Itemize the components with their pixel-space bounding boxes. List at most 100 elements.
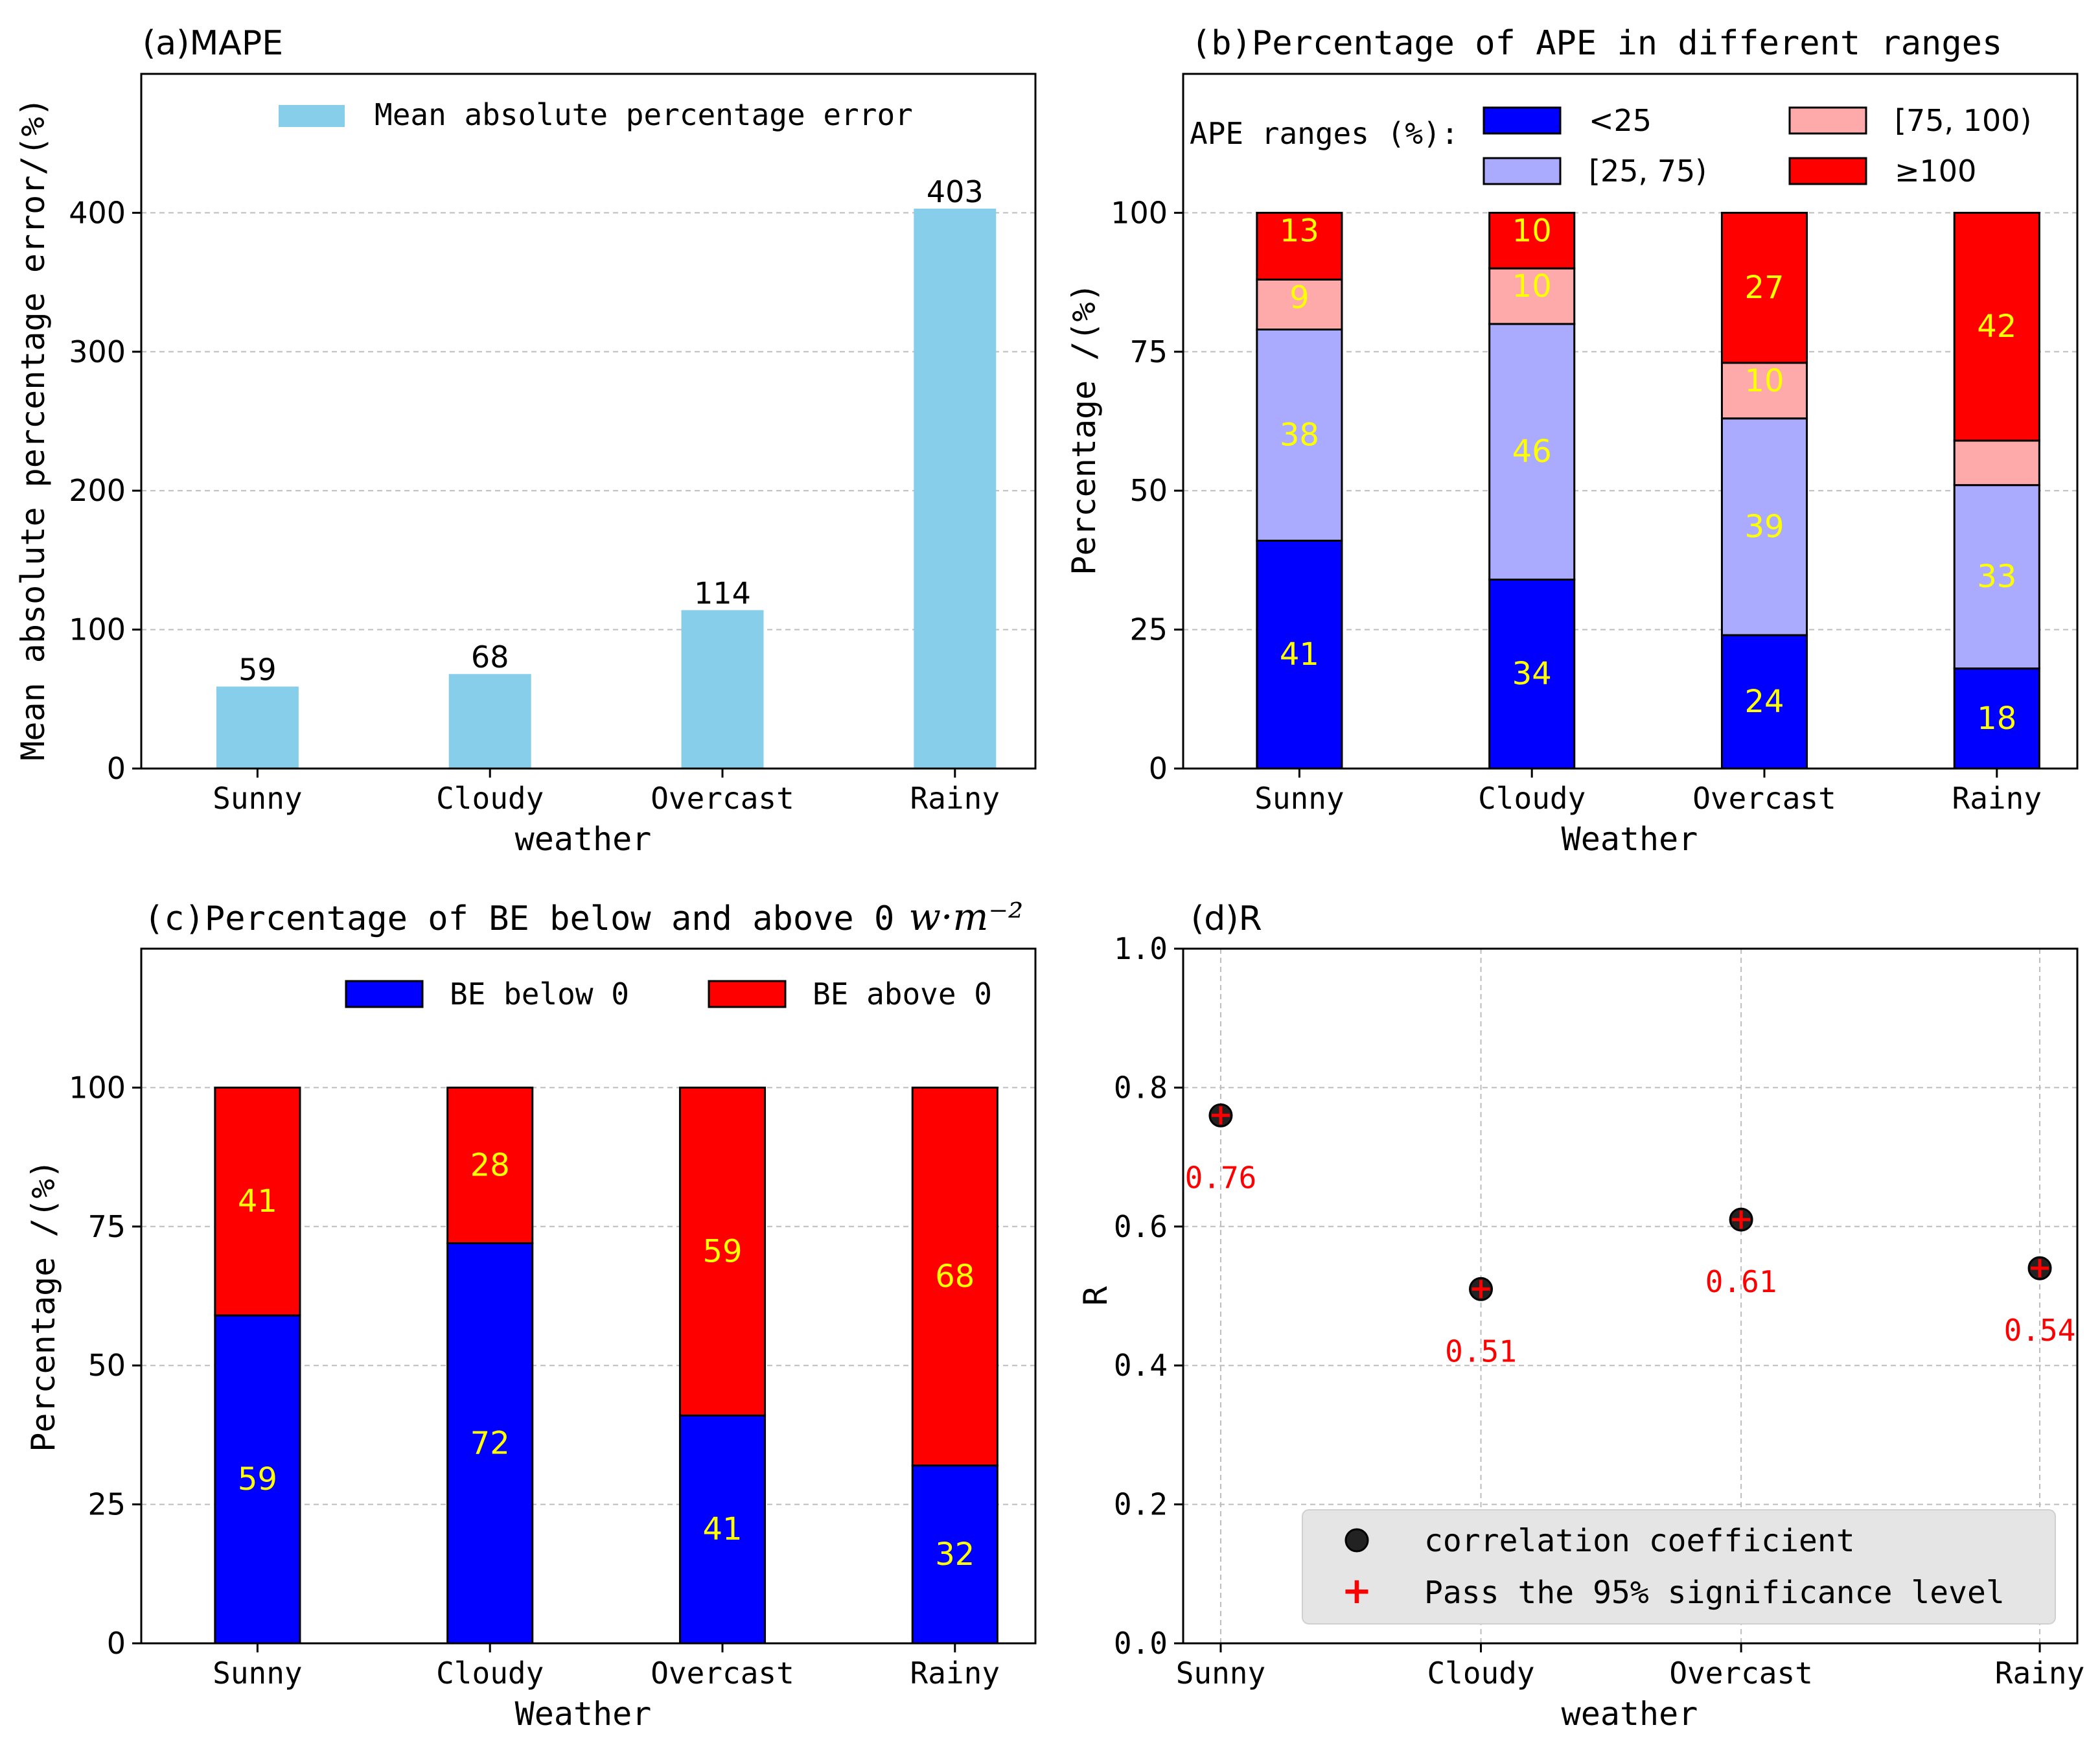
b-legend-swatch-25-75 xyxy=(1483,157,1562,185)
a-y-tick-label: 300 xyxy=(69,334,126,369)
b-bar-segment xyxy=(1488,211,1576,270)
d-point-value-label: 0.76 xyxy=(1185,1160,1257,1195)
a-y-axis-label: Mean absolute percentage error/(%) xyxy=(14,97,52,761)
c-x-tick-label: Sunny xyxy=(213,1656,302,1691)
c-legend-swatch-below xyxy=(345,980,424,1008)
b-x-tick-label: Overcast xyxy=(1692,781,1836,816)
c-legend-label-above: BE above 0 xyxy=(813,977,992,1012)
b-segment-value-label: 42 xyxy=(1977,308,2016,345)
c-segment-value-label: 68 xyxy=(935,1258,975,1295)
a-bars xyxy=(216,208,997,769)
a-bar-value-label: 59 xyxy=(238,653,277,688)
d-y-tick-label: 0.6 xyxy=(1114,1209,1168,1244)
c-bar-segment xyxy=(446,1086,534,1245)
b-x-tick-label: Rainy xyxy=(1952,781,2042,816)
b-segment-value-label: 10 xyxy=(1744,363,1784,399)
d-y-tick-label: 0.2 xyxy=(1114,1487,1168,1522)
a-y-tick-label: 200 xyxy=(69,473,126,508)
b-y-tick-label: 0 xyxy=(1149,751,1168,786)
c-title-text: (c)Percentage of BE below and above 0 xyxy=(144,899,894,938)
d-x-tick-label: Sunny xyxy=(1176,1656,1265,1691)
d-y-axis-label: R xyxy=(1077,1286,1114,1306)
d-y-tick-label: 1.0 xyxy=(1114,931,1168,966)
a-title: (a)MAPE xyxy=(143,24,283,63)
a-x-tick-label: Sunny xyxy=(213,781,302,816)
c-y-tick-label: 25 xyxy=(87,1487,126,1522)
b-segment-value-label: 24 xyxy=(1744,684,1784,720)
b-bar-segment xyxy=(1720,417,1808,636)
b-legend-title: APE ranges (%): xyxy=(1190,116,1459,151)
a-data-labels: 59 68 114 403 xyxy=(238,174,984,688)
c-segment-value-label: 59 xyxy=(238,1461,277,1498)
d-legend-label-correlation: correlation coefficient xyxy=(1424,1523,1855,1559)
c-y-tick-label: 50 xyxy=(87,1348,126,1383)
b-segment-value-label: 38 xyxy=(1280,417,1319,453)
a-y-ticks: 0 100 200 300 400 xyxy=(69,195,141,786)
c-bar-segment xyxy=(446,1242,534,1645)
c-segment-value-label: 59 xyxy=(702,1233,742,1269)
d-plot-frame xyxy=(1182,947,2079,1645)
b-bar-segment xyxy=(1256,211,1343,281)
d-y-tick-label: 0.8 xyxy=(1114,1070,1168,1105)
d-legend: correlation coefficient + Pass the 95% s… xyxy=(1302,1509,2056,1625)
b-y-tick-label: 75 xyxy=(1129,334,1168,369)
c-bar-segment xyxy=(214,1086,301,1317)
c-legend-label-below: BE below 0 xyxy=(450,977,629,1012)
c-x-ticks: Sunny Cloudy Overcast Rainy xyxy=(213,1643,1000,1691)
d-x-tick-label: Rainy xyxy=(1995,1656,2084,1691)
b-legend-swatch-75-100 xyxy=(1788,106,1867,135)
c-segment-value-label: 41 xyxy=(238,1183,277,1220)
b-legend-swatch-ge100 xyxy=(1788,157,1867,185)
b-y-tick-label: 25 xyxy=(1129,612,1168,647)
a-bar xyxy=(448,674,531,769)
a-bar-value-label: 403 xyxy=(927,174,984,209)
a-legend-label: Mean absolute percentage error xyxy=(375,97,913,132)
b-title: (b)Percentage of APE in different ranges xyxy=(1191,24,2002,63)
c-stacked-bars xyxy=(214,1086,998,1645)
d-legend-marker-circle xyxy=(1344,1528,1369,1553)
b-bar-segment xyxy=(1488,578,1576,770)
b-legend-label-lt25: <25 xyxy=(1589,103,1652,138)
b-bar-segment xyxy=(1720,211,1808,364)
b-segment-value-label: 9 xyxy=(1289,279,1310,316)
b-bar-segment xyxy=(1256,328,1343,542)
a-bar xyxy=(681,610,764,769)
b-segment-value-label: 39 xyxy=(1744,509,1784,545)
a-bar-value-label: 68 xyxy=(471,640,509,675)
c-title: (c)Percentage of BE below and above 0 w·m… xyxy=(144,895,1023,939)
d-scatter-points xyxy=(1208,1103,2052,1301)
c-legend-swatch-above xyxy=(708,980,787,1008)
c-legend: BE below 0 BE above 0 xyxy=(345,977,992,1012)
c-segment-value-label: 72 xyxy=(470,1425,510,1461)
c-bar-segment xyxy=(911,1086,998,1467)
c-x-axis-label: Weather xyxy=(515,1695,652,1733)
d-x-axis-label: weather xyxy=(1562,1695,1698,1733)
a-x-tick-label: Cloudy xyxy=(436,781,544,816)
a-bar xyxy=(914,208,997,769)
d-y-ticks: 0.0 0.2 0.4 0.6 0.8 1.0 xyxy=(1114,931,1183,1661)
a-legend: Mean absolute percentage error xyxy=(279,97,913,132)
d-x-tick-label: Cloudy xyxy=(1427,1656,1534,1691)
b-legend-swatch-lt25 xyxy=(1483,106,1562,135)
panel-b-ape-ranges-chart: 41 38 9 13 34 46 10 10 24 39 10 27 18 33 42 0 25 50 75 100… xyxy=(1065,24,2079,858)
d-x-tick-label: Overcast xyxy=(1669,1656,1813,1691)
a-y-tick-label: 0 xyxy=(107,751,126,786)
b-segment-value-label: 46 xyxy=(1512,434,1552,470)
b-x-ticks: Sunny Cloudy Overcast Rainy xyxy=(1254,769,2042,816)
b-legend: APE ranges (%): <25 [25, 75) [75, 100) ≥… xyxy=(1190,103,2031,189)
b-bar-segment xyxy=(1488,267,1576,325)
c-x-tick-label: Cloudy xyxy=(436,1656,544,1691)
d-point-value-label: 0.61 xyxy=(1705,1264,1777,1299)
d-title: (d)R xyxy=(1191,899,1262,938)
b-segment-value-label: 34 xyxy=(1512,656,1552,692)
b-legend-label-ge100: ≥100 xyxy=(1895,154,1976,189)
b-bar-segment xyxy=(1256,539,1343,770)
c-y-tick-label: 100 xyxy=(69,1070,126,1105)
b-segment-value-label: 33 xyxy=(1977,559,2016,595)
d-point-value-label: 0.51 xyxy=(1445,1334,1517,1369)
b-bar-segment xyxy=(1953,211,2040,442)
b-x-tick-label: Cloudy xyxy=(1478,781,1586,816)
c-y-tick-label: 75 xyxy=(87,1209,126,1244)
a-gridlines xyxy=(141,212,1035,631)
